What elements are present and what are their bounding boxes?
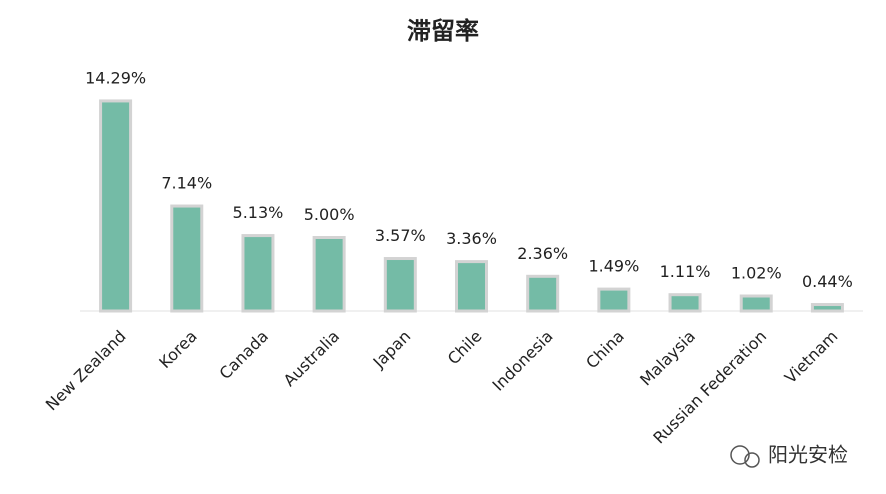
- value-label: 1.49%: [588, 257, 639, 276]
- value-label: 5.13%: [233, 203, 284, 222]
- value-label: 0.44%: [802, 272, 853, 291]
- bar: [739, 294, 773, 313]
- value-label: 1.02%: [731, 264, 782, 283]
- value-label: 2.36%: [517, 244, 568, 263]
- value-label: 7.14%: [161, 174, 212, 193]
- chart-title: 滞留率: [407, 17, 479, 45]
- bar: [312, 236, 346, 313]
- bar: [455, 260, 488, 313]
- value-label: 5.00%: [304, 205, 355, 224]
- watermark: 阳光安检: [768, 443, 848, 467]
- bar: [241, 234, 275, 313]
- value-label: 3.57%: [375, 226, 426, 245]
- bar: [810, 303, 844, 313]
- bar: [668, 293, 702, 313]
- bar: [597, 287, 631, 313]
- value-label: 14.29%: [85, 68, 146, 87]
- bar: [383, 257, 417, 313]
- bar: [526, 274, 560, 313]
- bar: [99, 99, 133, 313]
- bar: [170, 204, 204, 313]
- watermark-icon: [730, 445, 760, 468]
- value-label: 3.36%: [446, 229, 497, 248]
- value-label: 1.11%: [660, 262, 711, 281]
